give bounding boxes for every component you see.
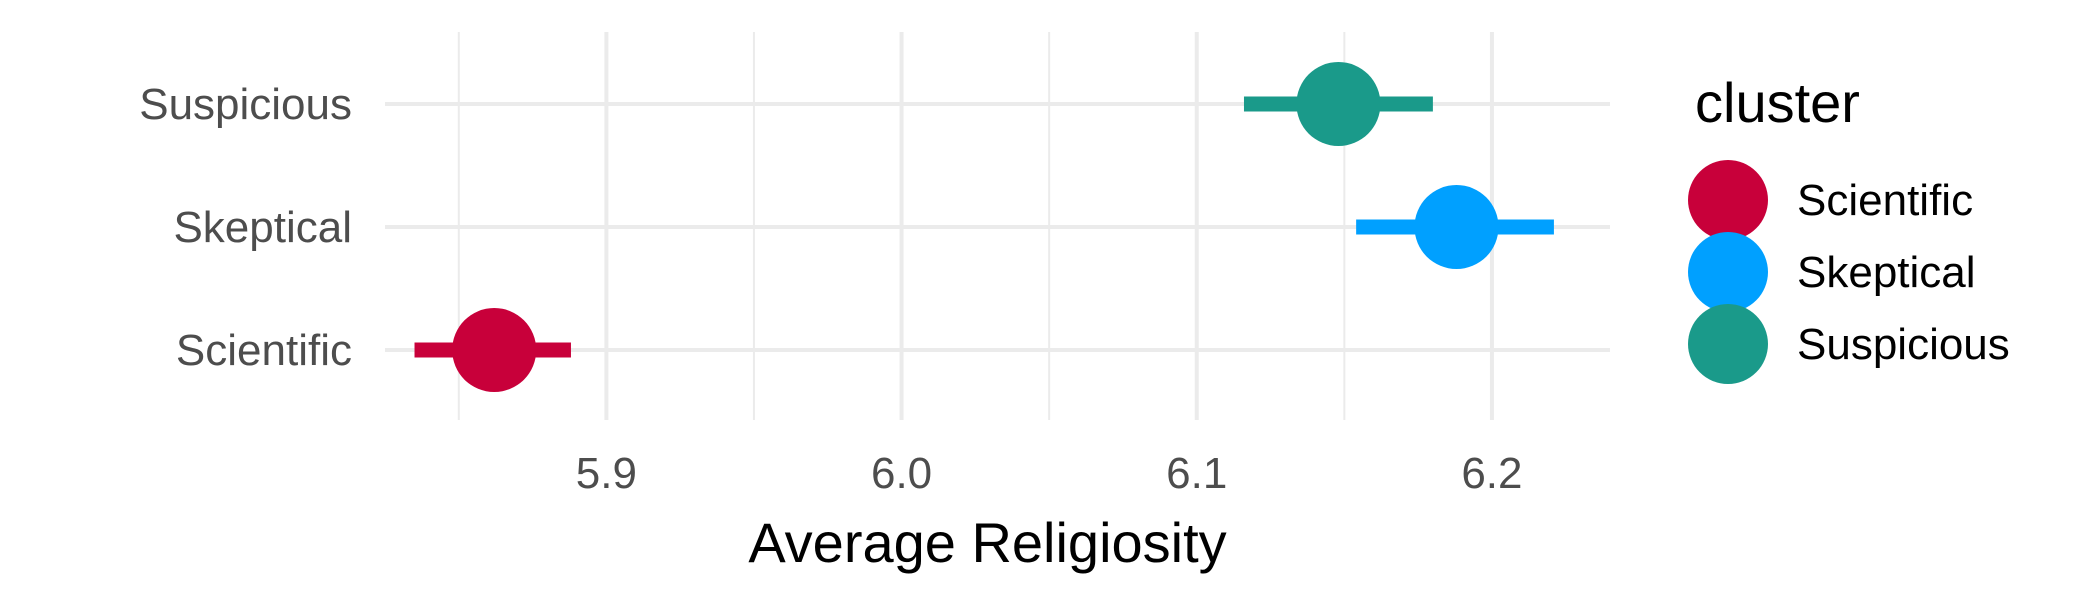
legend-title: cluster: [1695, 71, 1860, 134]
data-points: [452, 62, 1499, 392]
x-axis-title: Average Religiosity: [748, 511, 1226, 574]
x-axis-tick-labels: 5.9 6.0 6.1 6.2: [576, 449, 1523, 498]
y-tick-label-skeptical: Skeptical: [173, 203, 352, 252]
point-skeptical: [1414, 185, 1499, 269]
x-tick-label-0: 5.9: [576, 449, 637, 498]
legend-label-skeptical: Skeptical: [1797, 248, 1976, 297]
y-axis-tick-labels: Scientific Skeptical Suspicious: [139, 80, 352, 375]
x-tick-label-1: 6.0: [871, 449, 932, 498]
legend: cluster Scientific Skeptical Suspicious: [1688, 71, 2010, 384]
legend-key-suspicious: [1688, 304, 1768, 384]
point-scientific: [452, 308, 537, 392]
legend-label-scientific: Scientific: [1797, 176, 1973, 225]
x-tick-label-3: 6.2: [1461, 449, 1522, 498]
y-tick-label-scientific: Scientific: [176, 326, 352, 375]
legend-key-skeptical: [1688, 232, 1768, 312]
legend-label-suspicious: Suspicious: [1797, 320, 2010, 369]
point-suspicious: [1296, 62, 1381, 146]
y-tick-label-suspicious: Suspicious: [139, 80, 352, 129]
legend-key-scientific: [1688, 160, 1768, 240]
x-tick-label-2: 6.1: [1166, 449, 1227, 498]
legend-items: Scientific Skeptical Suspicious: [1688, 160, 2010, 384]
